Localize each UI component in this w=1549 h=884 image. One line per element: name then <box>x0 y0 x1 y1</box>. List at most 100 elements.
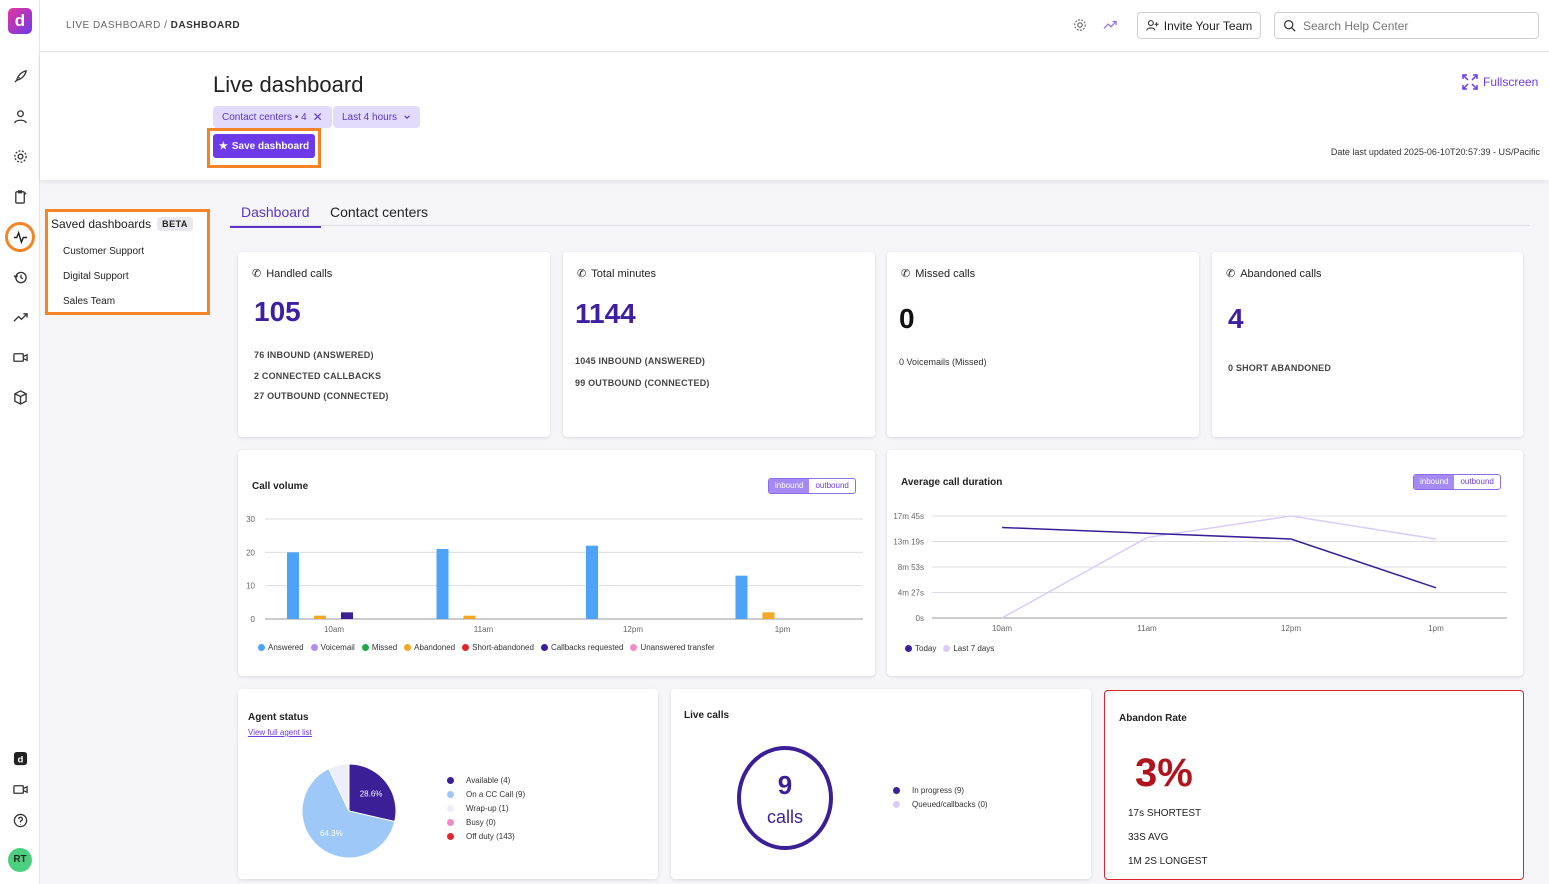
bar-answered[interactable] <box>586 545 598 619</box>
inbound-toggle[interactable]: inbound <box>769 479 810 493</box>
invite-team-button[interactable]: Invite Your Team <box>1137 12 1261 39</box>
avg-duration-legend-item: Last 7 days <box>943 644 994 653</box>
pie-slice-label: 28.6% <box>360 789 383 798</box>
bar-answered[interactable] <box>287 552 299 619</box>
tab-contact-centers[interactable]: Contact centers <box>330 204 429 220</box>
handled-calls-detail: 76 INBOUND (ANSWERED) <box>254 350 374 360</box>
breadcrumb-root[interactable]: LIVE DASHBOARD <box>66 20 161 31</box>
total-minutes-detail: 99 OUTBOUND (CONNECTED) <box>575 378 710 388</box>
rocket-icon[interactable] <box>10 66 30 86</box>
save-dashboard-label: Save dashboard <box>231 140 310 152</box>
call-volume-card: Call volume inbound outbound 0 10 20 30 10am… <box>238 450 875 676</box>
add-user-icon <box>1146 20 1159 31</box>
avg-duration-legend-item: Today <box>905 644 936 653</box>
tab-dashboard[interactable]: Dashboard <box>230 204 321 228</box>
call-volume-legend-item: Abandoned <box>404 643 455 652</box>
legend-label: Available (4) <box>466 775 511 785</box>
save-dashboard-highlight: ★ Save dashboard <box>207 128 321 168</box>
bar-callbacks-requested[interactable] <box>341 612 353 619</box>
pie-slice-on-a-cc-call[interactable] <box>301 767 396 859</box>
legend-swatch <box>447 776 454 784</box>
legend-label: Busy (0) <box>466 817 496 827</box>
x-tick-label: 12pm <box>1281 624 1301 633</box>
saved-dashboard-item[interactable]: Digital Support <box>63 271 129 282</box>
trending-up-icon[interactable] <box>1102 17 1118 33</box>
abandoned-calls-label: Abandoned calls <box>1240 267 1322 280</box>
inbound-toggle[interactable]: inbound <box>1414 475 1455 489</box>
abandon-rate-card: Abandon Rate 3% 17s SHORTEST 33S AVG 1M … <box>1104 690 1524 880</box>
live-calls-card: Live calls 9 calls In progress (9) Queued… <box>671 689 1091 879</box>
abandon-rate-title: Abandon Rate <box>1119 713 1187 724</box>
box-icon[interactable] <box>10 387 30 407</box>
phone-icon: ✆ <box>901 268 911 280</box>
y-tick-label: 30 <box>246 515 255 524</box>
clipboard-sparkle-icon[interactable] <box>10 186 30 206</box>
video-agent-icon[interactable] <box>10 347 30 367</box>
legend-label: Answered <box>268 643 304 652</box>
y-tick-label: 0s <box>916 614 924 623</box>
trending-up-icon[interactable] <box>10 307 30 327</box>
x-tick-label: 10am <box>324 625 344 634</box>
pie-slice-wrap-up[interactable] <box>328 763 350 812</box>
y-tick-label: 0 <box>251 615 256 624</box>
saved-dashboard-item[interactable]: Customer Support <box>63 246 145 257</box>
y-tick-label: 10 <box>246 582 255 591</box>
settings-icon[interactable] <box>1072 17 1088 33</box>
legend-swatch <box>540 644 548 651</box>
avg-duration-title: Average call duration <box>901 477 1003 488</box>
search-box[interactable] <box>1274 12 1539 39</box>
total-minutes-value: 1144 <box>575 298 636 329</box>
dialpad-app-icon[interactable]: d <box>10 748 30 768</box>
saved-dashboards-heading: Saved dashboards <box>51 217 152 231</box>
legend-label: Missed <box>371 643 398 652</box>
legend-label: Off duty (143) <box>466 831 515 841</box>
page-title: Live dashboard <box>213 72 364 97</box>
app-logo[interactable]: d <box>8 8 32 34</box>
legend-swatch <box>404 644 412 651</box>
top-bar: LIVE DASHBOARD / DASHBOARD Invite Your T… <box>40 0 1549 52</box>
live-calls-legend-item: In progress (9) <box>893 783 988 797</box>
view-agent-list-link[interactable]: View full agent list <box>248 728 312 737</box>
bar-answered[interactable] <box>735 575 748 619</box>
close-icon[interactable]: ✕ <box>312 110 323 124</box>
user-icon[interactable] <box>10 106 30 126</box>
bar-abandoned[interactable] <box>762 612 775 619</box>
legend-swatch <box>361 644 369 651</box>
x-tick-label: 12pm <box>623 625 643 634</box>
line-last-7-days[interactable] <box>1001 515 1437 619</box>
video-icon[interactable] <box>10 779 30 799</box>
avatar[interactable]: RT <box>8 848 32 872</box>
live-calls-legend: In progress (9) Queued/callbacks (0) <box>893 783 988 811</box>
abandon-average: 33S AVG <box>1128 832 1169 843</box>
outbound-toggle[interactable]: outbound <box>815 481 849 490</box>
bar-abandoned[interactable] <box>463 615 476 619</box>
save-dashboard-button[interactable]: ★ Save dashboard <box>213 134 315 158</box>
total-minutes-title: ✆ Total minutes <box>577 267 656 281</box>
legend-swatch <box>943 645 951 652</box>
agent-status-card: Agent status View full agent list 28.6% 6… <box>238 689 658 879</box>
abandoned-calls-title: ✆ Abandoned calls <box>1226 267 1322 281</box>
call-volume-legend-item: Short-abandoned <box>462 643 534 652</box>
outbound-toggle[interactable]: outbound <box>1460 477 1494 486</box>
pie-slice-available[interactable] <box>348 763 397 823</box>
handled-calls-detail: 2 CONNECTED CALLBACKS <box>254 371 382 381</box>
help-icon[interactable] <box>10 810 30 830</box>
contact-centers-filter-chip[interactable]: Contact centers • 4 ✕ <box>213 106 332 128</box>
x-tick-label: 10am <box>992 624 1012 633</box>
agent-status-legend-item: Wrap-up (1) <box>447 801 525 815</box>
search-input[interactable] <box>1303 18 1523 33</box>
time-range-filter-chip[interactable]: Last 4 hours <box>333 106 421 128</box>
legend-swatch <box>893 800 900 808</box>
bar-abandoned[interactable] <box>314 615 326 619</box>
activity-icon[interactable] <box>5 222 35 252</box>
bar-answered[interactable] <box>436 549 449 619</box>
gear-icon[interactable] <box>10 146 30 166</box>
missed-calls-detail: 0 Voicemails (Missed) <box>899 357 987 367</box>
agent-status-legend-item: Busy (0) <box>447 815 525 829</box>
fullscreen-button[interactable]: Fullscreen <box>1462 74 1538 90</box>
line-today[interactable] <box>1001 526 1437 589</box>
abandoned-calls-detail: 0 SHORT ABANDONED <box>1228 363 1332 373</box>
call-volume-legend-item: Callbacks requested <box>540 643 623 652</box>
saved-dashboard-item[interactable]: Sales Team <box>63 296 116 307</box>
history-icon[interactable] <box>10 267 30 287</box>
